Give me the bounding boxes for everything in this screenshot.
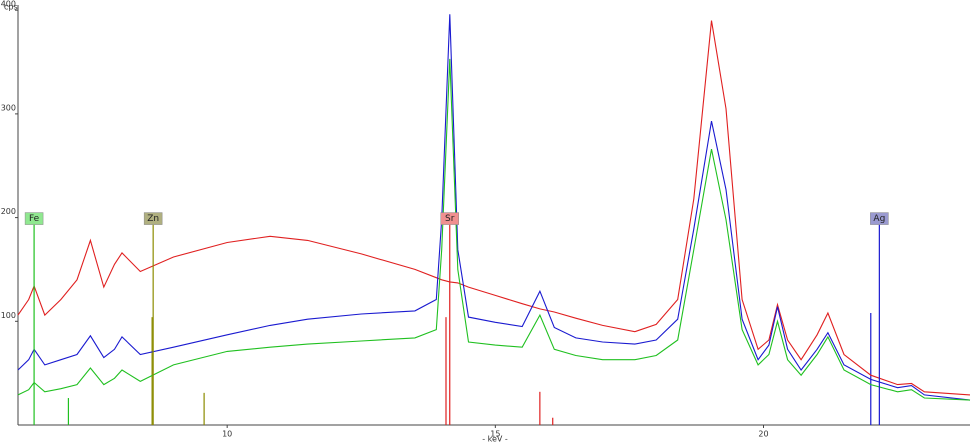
- element-marker-label: Ag: [873, 214, 885, 224]
- x-tick-label: 15: [490, 430, 500, 439]
- spectrum-line: [17, 20, 971, 396]
- spectrum-line: [17, 58, 971, 401]
- y-tick-label: 100: [1, 311, 16, 320]
- y-tick-label: 400: [1, 0, 16, 9]
- x-tick-label: 10: [222, 430, 232, 439]
- y-axis-label: cps: [4, 3, 18, 12]
- element-marker-box: [143, 212, 163, 225]
- element-marker-box: [24, 212, 44, 225]
- x-tick-label: 20: [758, 430, 768, 439]
- element-marker-label: Sr: [445, 214, 455, 224]
- element-marker-box: [440, 212, 460, 225]
- element-marker-box: [870, 212, 889, 225]
- y-tick-label: 200: [1, 207, 16, 216]
- element-marker-label: Zn: [147, 214, 159, 224]
- y-tick-label: 300: [1, 103, 16, 112]
- x-axis-label: - keV -: [482, 435, 508, 444]
- spectrum-line: [17, 14, 971, 401]
- element-marker-label: Fe: [29, 214, 40, 224]
